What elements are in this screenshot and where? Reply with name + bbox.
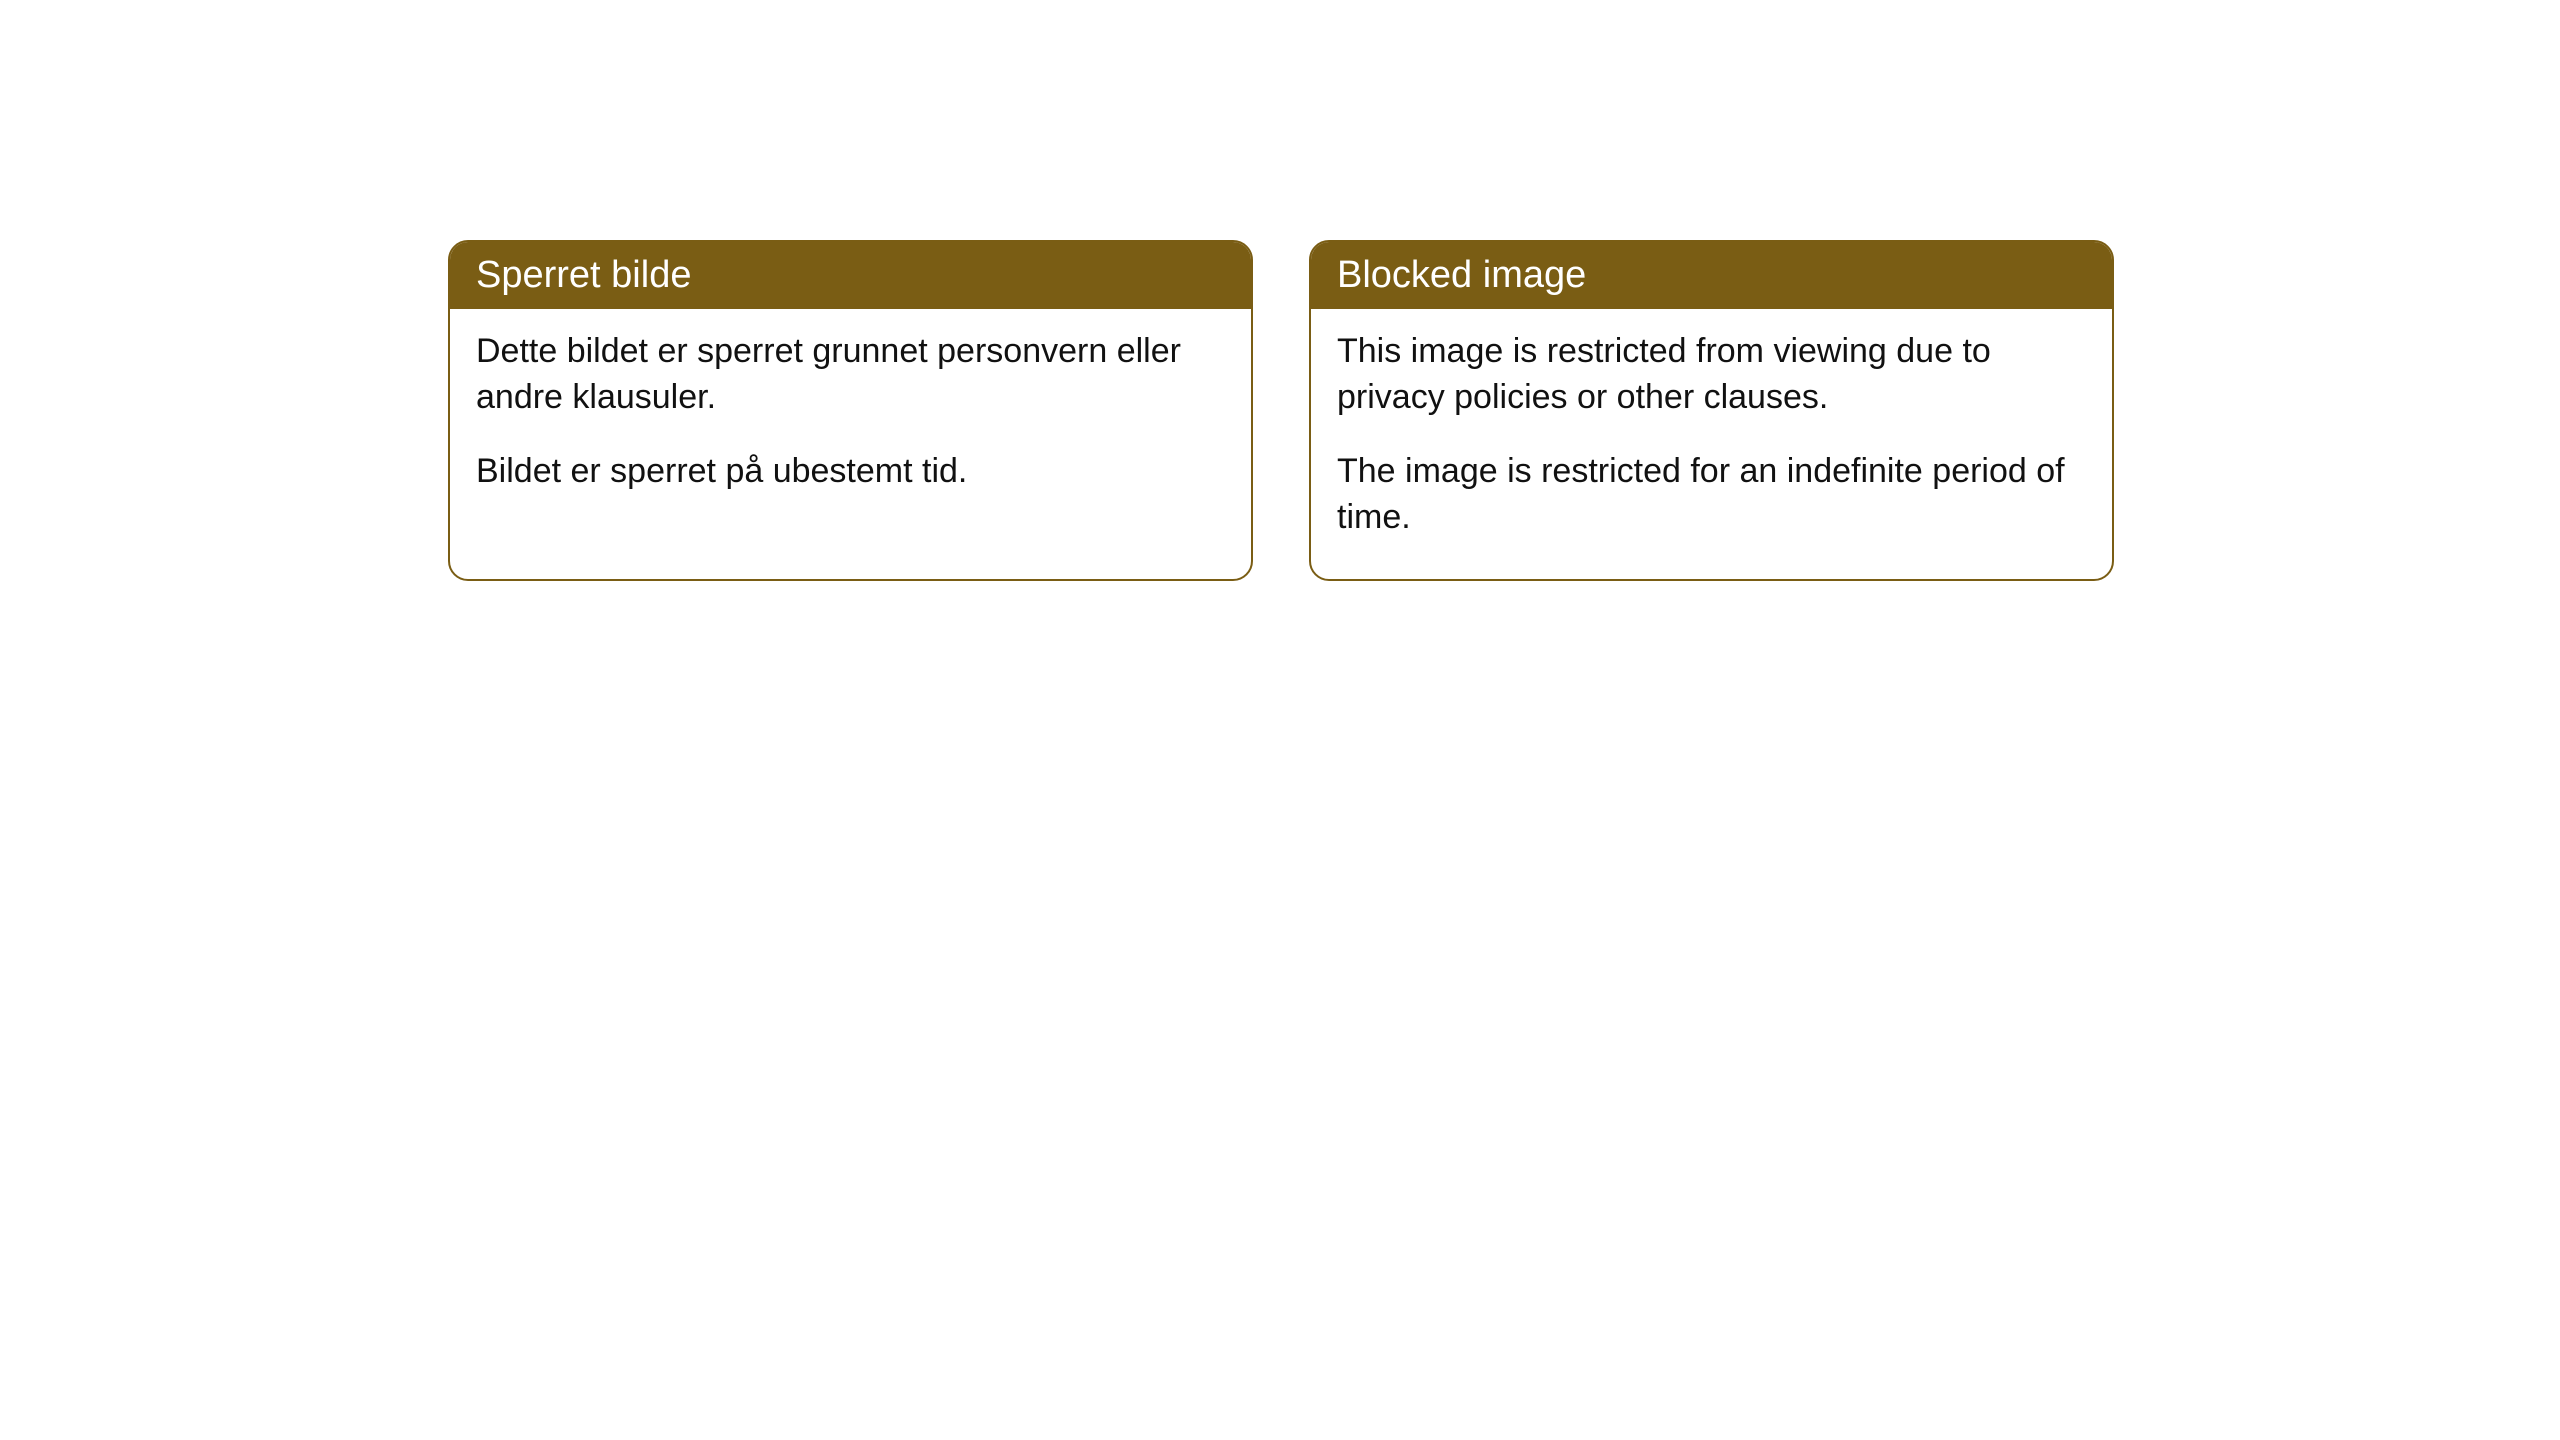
- cards-container: Sperret bilde Dette bildet er sperret gr…: [0, 0, 2560, 581]
- card-text-norwegian-line1: Dette bildet er sperret grunnet personve…: [476, 329, 1225, 421]
- card-body-norwegian: Dette bildet er sperret grunnet personve…: [450, 309, 1251, 533]
- card-text-english-line2: The image is restricted for an indefinit…: [1337, 449, 2086, 541]
- card-text-norwegian-line2: Bildet er sperret på ubestemt tid.: [476, 449, 1225, 495]
- card-body-english: This image is restricted from viewing du…: [1311, 309, 2112, 579]
- card-header-norwegian: Sperret bilde: [450, 242, 1251, 309]
- blocked-image-card-english: Blocked image This image is restricted f…: [1309, 240, 2114, 581]
- card-text-english-line1: This image is restricted from viewing du…: [1337, 329, 2086, 421]
- card-header-english: Blocked image: [1311, 242, 2112, 309]
- blocked-image-card-norwegian: Sperret bilde Dette bildet er sperret gr…: [448, 240, 1253, 581]
